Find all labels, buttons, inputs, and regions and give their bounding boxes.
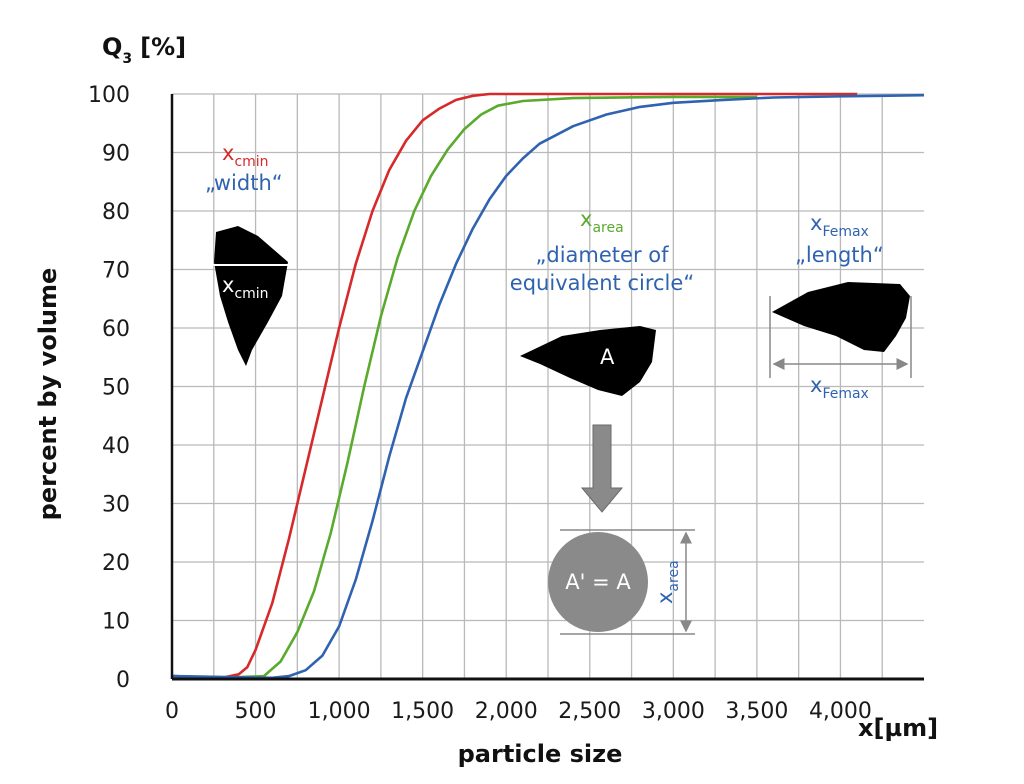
- x-tick-label: 500: [235, 699, 277, 724]
- x-tick-label: 2,000: [475, 699, 538, 724]
- series-line-3: [171, 93, 925, 680]
- series-layer: [171, 92, 925, 680]
- equivalent-circle-label: A' = A: [565, 570, 631, 594]
- length-label: „length“: [795, 243, 884, 267]
- series-line-1: [171, 92, 858, 680]
- x-axis-unit: x[µm]: [858, 714, 938, 742]
- x-tick-label: 4,000: [809, 699, 872, 724]
- xcmin-shape-label: xcmin: [222, 273, 269, 302]
- xfemax-bottom-label: xFemax: [810, 373, 869, 402]
- particle-length-shape: [772, 282, 910, 352]
- x-tick-label: 2,500: [558, 699, 621, 724]
- y-tick-label: 60: [102, 317, 130, 342]
- shape-a-label: A: [600, 345, 615, 369]
- x-tick-label: 3,000: [642, 699, 705, 724]
- plot-frame: [170, 94, 924, 681]
- xfemax-label: xFemax: [810, 211, 869, 240]
- x-tick-labels: 0 500 1,000 1,500 2,000 2,500 3,000 3,500 4,000: [165, 699, 872, 724]
- x-tick-label: 1,500: [391, 699, 454, 724]
- y-tick-label: 40: [102, 434, 130, 459]
- y-tick-labels: 0 10 20 30 40 50 60 70 80 90 100: [88, 83, 130, 693]
- down-arrow-icon: [580, 424, 624, 513]
- y-tick-label: 30: [102, 493, 130, 518]
- particle-area-shape: [520, 326, 656, 396]
- y-tick-label: 100: [88, 83, 130, 108]
- y-tick-label: 70: [102, 259, 130, 284]
- y-tick-label: 10: [102, 610, 130, 635]
- x-axis-title: particle size: [458, 740, 623, 768]
- y-tick-label: 90: [102, 142, 130, 167]
- series-line-2: [171, 95, 757, 680]
- y-axis-title-side: percent by volume: [34, 268, 62, 521]
- x-tick-label: 1,000: [308, 699, 371, 724]
- xarea-side-label: xarea: [653, 560, 682, 604]
- y-axis-title-top: Q3 [%]: [102, 33, 186, 67]
- x-tick-label: 0: [165, 699, 179, 724]
- x-tick-label: 3,500: [725, 699, 788, 724]
- y-tick-label: 20: [102, 551, 130, 576]
- width-label: „width“: [205, 171, 283, 195]
- particle-width-shape: [214, 226, 288, 366]
- xcmin-label: xcmin: [222, 141, 269, 170]
- diameter-label-line1: „diameter of: [536, 243, 670, 267]
- equivalent-circle: [548, 532, 648, 632]
- y-tick-label: 50: [102, 376, 130, 401]
- y-tick-label: 0: [116, 668, 130, 693]
- y-tick-label: 80: [102, 200, 130, 225]
- diameter-label-line2: equivalent circle“: [510, 271, 694, 295]
- xarea-label: xarea: [580, 207, 624, 236]
